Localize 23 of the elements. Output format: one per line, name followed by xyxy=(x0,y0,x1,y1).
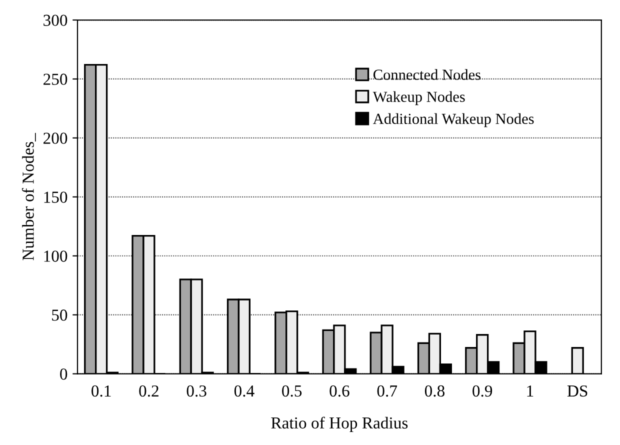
legend-label: Wakeup Nodes xyxy=(372,91,465,106)
x-tick-label: 0.4 xyxy=(234,385,254,397)
x-tick-label: DS xyxy=(567,385,588,397)
y-tick-label: 250 xyxy=(44,74,68,85)
x-tick-label: 0.9 xyxy=(472,385,492,397)
y-tick-label: 200 xyxy=(44,132,68,144)
legend-label: Connected Nodes xyxy=(373,69,480,80)
y-tick-label: 150 xyxy=(44,192,68,203)
x-tick-label: 0.6 xyxy=(330,385,350,397)
x-tick-label: 0.7 xyxy=(377,385,398,397)
y-tick-label: 50 xyxy=(52,310,68,321)
y-tick-label: 0 xyxy=(60,368,68,380)
x-tick-label: 0.3 xyxy=(186,385,206,397)
x-axis-title: Ratio of Hop Radius xyxy=(271,416,408,432)
y-tick-label: 100 xyxy=(44,250,68,262)
legend-label: Additional Wakeup Nodes xyxy=(372,113,534,128)
y-tick-label: 300 xyxy=(44,14,68,26)
y-axis-title: Number of Nodes_ xyxy=(22,132,36,260)
x-tick-label: 1 xyxy=(527,385,534,396)
x-tick-label: 0.8 xyxy=(424,385,444,397)
x-tick-label: 0.1 xyxy=(92,385,111,397)
x-tick-label: 0.5 xyxy=(282,385,302,397)
x-tick-label: 0.2 xyxy=(139,385,158,397)
